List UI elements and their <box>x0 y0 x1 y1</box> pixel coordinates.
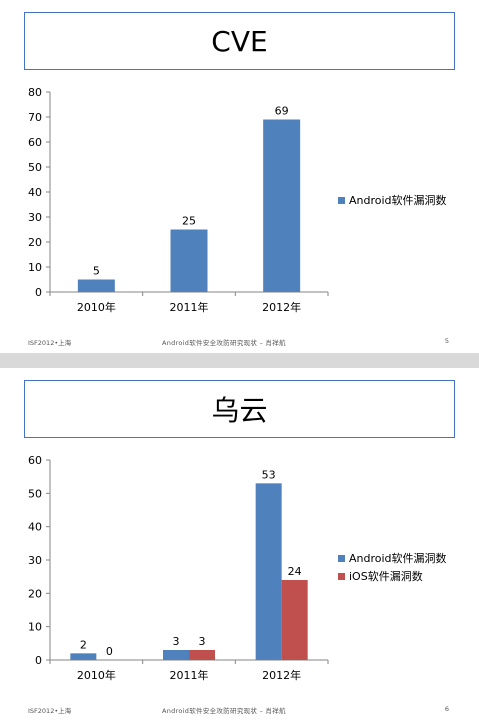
data-label: 5 <box>93 265 100 278</box>
y-tick-label: 60 <box>28 136 42 149</box>
y-tick-label: 20 <box>28 236 42 249</box>
bar <box>171 230 208 293</box>
footer-talk-title: Android软件安全攻防研究现状 – 肖祥航 <box>162 705 286 715</box>
page-number: 6 <box>445 705 449 713</box>
y-tick-label: 50 <box>28 161 42 174</box>
cve-bar-chart: 0 10 20 30 40 50 60 70 80 2010年 2011年 2012年 5 25 69 <box>0 0 479 353</box>
data-label: 53 <box>262 468 276 481</box>
slide-wooyun: 乌云 0 10 20 30 40 50 60 2010年 2011年 2012年 2 3 53 0 3 24 … <box>0 368 479 721</box>
x-tick-label: 2011年 <box>170 300 209 314</box>
y-tick-label: 80 <box>28 86 42 99</box>
slide-separator <box>0 353 479 368</box>
legend-label: Android软件漏洞数 <box>349 192 447 208</box>
data-label: 2 <box>80 638 87 651</box>
x-tick-label: 2010年 <box>77 668 116 682</box>
legend-item: Android软件漏洞数 <box>338 549 447 567</box>
chart-legend: Android软件漏洞数 <box>338 191 447 209</box>
y-tick-label: 10 <box>28 621 42 634</box>
data-label: 3 <box>199 635 206 648</box>
data-label: 3 <box>173 635 180 648</box>
y-tick-label: 60 <box>28 454 42 467</box>
y-tick-label: 0 <box>35 654 42 667</box>
legend-item: iOS软件漏洞数 <box>338 567 447 585</box>
y-tick-label: 70 <box>28 111 42 124</box>
y-tick-label: 30 <box>28 554 42 567</box>
x-tick-label: 2012年 <box>262 668 301 682</box>
y-tick-label: 10 <box>28 261 42 274</box>
data-label: 0 <box>106 645 113 658</box>
chart-legend: Android软件漏洞数 iOS软件漏洞数 <box>338 549 447 585</box>
footer-talk-title: Android软件安全攻防研究现状 – 肖祥航 <box>162 337 286 347</box>
x-tick-label: 2012年 <box>262 300 301 314</box>
y-tick-label: 30 <box>28 211 42 224</box>
x-tick-label: 2010年 <box>77 300 116 314</box>
x-tick-label: 2011年 <box>170 668 209 682</box>
legend-swatch <box>338 573 345 580</box>
y-tick-label: 20 <box>28 587 42 600</box>
data-label: 24 <box>288 565 302 578</box>
footer-event: ISF2012•上海 <box>28 337 71 347</box>
footer-event: ISF2012•上海 <box>28 705 71 715</box>
data-label: 25 <box>182 215 196 228</box>
bar <box>70 653 96 660</box>
bar <box>78 280 115 293</box>
wooyun-bar-chart: 0 10 20 30 40 50 60 2010年 2011年 2012年 2 3 53 0 3 24 <box>0 368 479 721</box>
slide-cve: CVE 0 10 20 30 40 50 60 70 80 2010年 2011年 2012年 5 25 6… <box>0 0 479 353</box>
y-tick-label: 40 <box>28 521 42 534</box>
legend-swatch <box>338 555 345 562</box>
bar <box>282 580 308 660</box>
y-tick-label: 50 <box>28 487 42 500</box>
legend-label: iOS软件漏洞数 <box>349 568 423 584</box>
page-number: 5 <box>445 337 449 345</box>
bar <box>189 650 215 660</box>
legend-item: Android软件漏洞数 <box>338 191 447 209</box>
bar <box>263 120 300 293</box>
bar <box>256 483 282 660</box>
legend-swatch <box>338 197 345 204</box>
y-tick-label: 40 <box>28 186 42 199</box>
legend-label: Android软件漏洞数 <box>349 550 447 566</box>
y-tick-label: 0 <box>35 286 42 299</box>
bar <box>163 650 189 660</box>
data-label: 69 <box>275 105 289 118</box>
